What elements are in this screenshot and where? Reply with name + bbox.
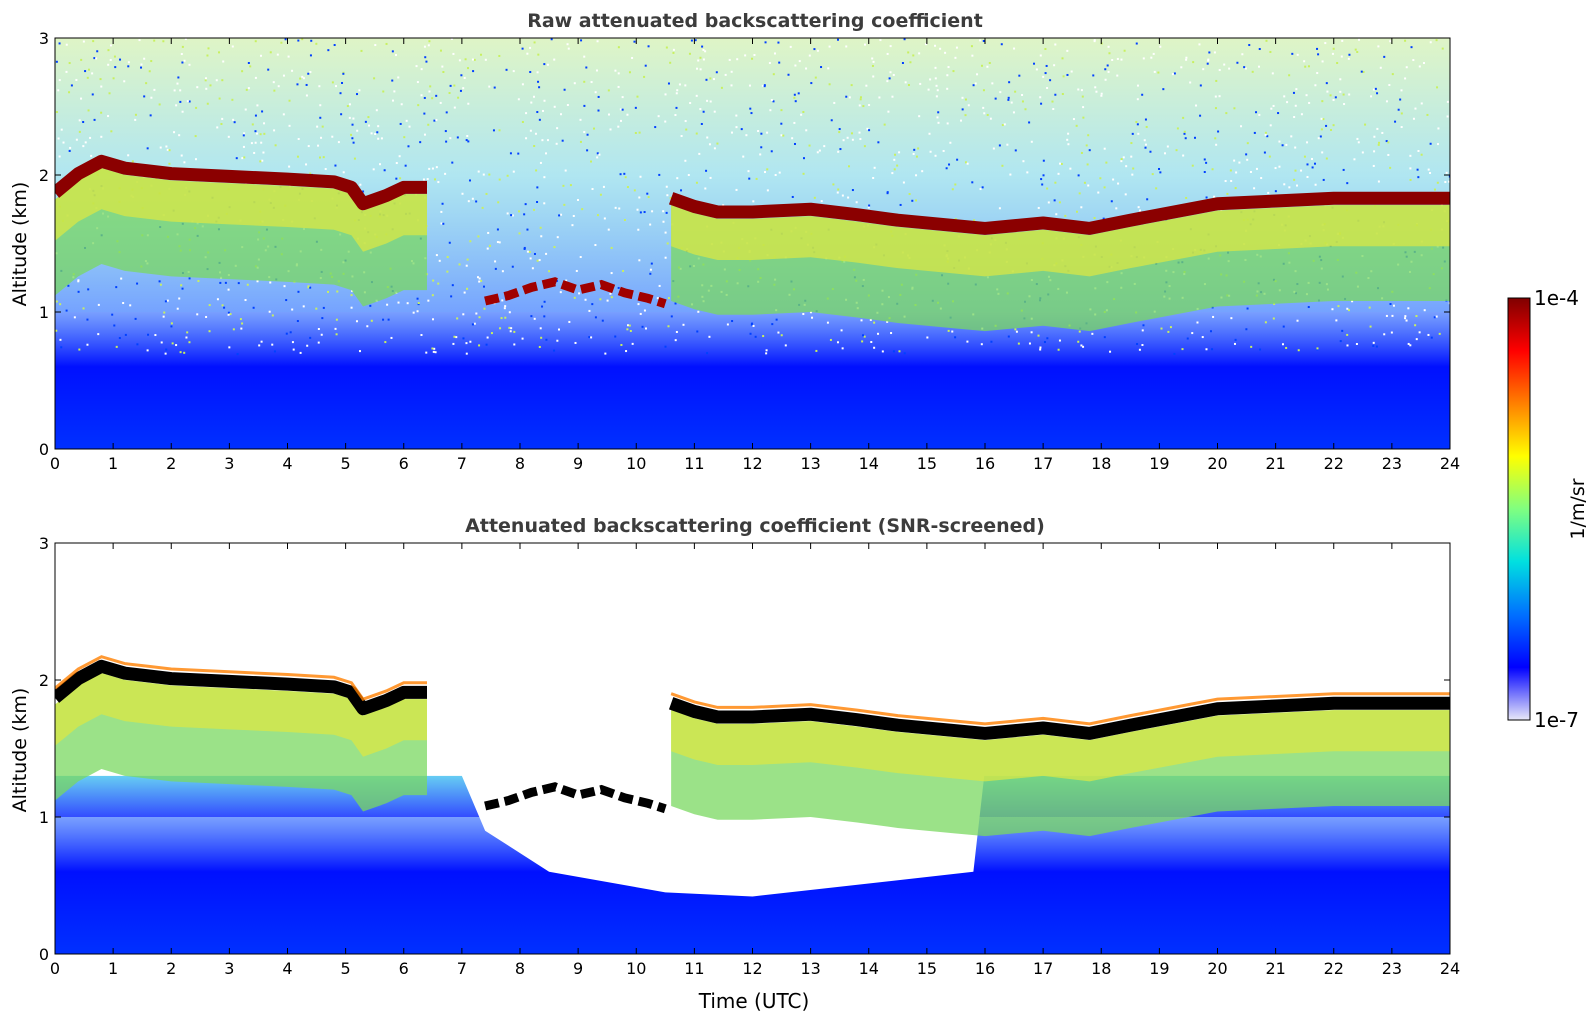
x-tick-label: 2 [166,454,176,473]
x-tick-label: 21 [1265,959,1285,978]
x-tick-label: 12 [742,959,762,978]
x-tick-label: 7 [457,959,467,978]
x-tick-label: 20 [1207,959,1227,978]
x-tick-label: 9 [573,959,583,978]
cloud-fringe [671,205,1450,277]
x-tick-label: 16 [975,454,995,473]
x-tick-label: 19 [1149,959,1169,978]
cloud-top-fringe [670,692,1450,726]
x-tick-label: 3 [224,959,234,978]
top-panel: Raw attenuated backscattering coefficien… [9,10,1460,473]
top-backscatter-field [55,38,1450,449]
colorbar: 1e-4 1e-7 1/m/sr [1507,286,1589,732]
y-tick-label: 2 [39,671,49,690]
x-tick-label: 10 [626,454,646,473]
x-tick-label: 17 [1033,959,1053,978]
cloud-fringe [671,710,1450,782]
bottom-backscatter-field [55,543,1450,954]
cloud-fringe [55,168,427,252]
x-tick-label: 17 [1033,454,1053,473]
top-y-axis-label: Altitude (km) [9,182,31,307]
bottom-panel: Attenuated backscattering coefficient (S… [9,515,1460,1013]
cloud-layer-2 [668,696,1450,740]
y-tick-label: 1 [39,808,49,827]
cloud-fringe [55,673,427,757]
x-tick-label: 13 [800,959,820,978]
x-tick-label: 1 [108,959,118,978]
y-tick-label: 3 [39,29,49,48]
x-tick-label: 0 [50,454,60,473]
x-tick-label: 13 [800,454,820,473]
x-tick-label: 18 [1091,959,1111,978]
x-tick-label: 6 [399,959,409,978]
bottom-y-axis-label: Altitude (km) [9,688,31,813]
y-tick-label: 1 [39,303,49,322]
x-tick-label: 9 [573,454,583,473]
x-tick-label: 24 [1440,454,1460,473]
x-tick-label: 15 [917,454,937,473]
colorbar-max-label: 1e-4 [1534,286,1579,310]
x-tick-label: 8 [515,454,525,473]
x-tick-label: 11 [684,959,704,978]
x-axis-label: Time (UTC) [698,989,810,1013]
x-tick-label: 1 [108,454,118,473]
x-tick-label: 4 [282,959,292,978]
bottom-panel-title: Attenuated backscattering coefficient (S… [465,515,1045,537]
colorbar-min-label: 1e-7 [1534,708,1579,732]
cloud-layer-1 [55,154,427,211]
cloud-layer-1 [55,659,427,716]
y-tick-label: 3 [39,534,49,553]
x-tick-label: 16 [975,959,995,978]
x-tick-label: 5 [341,959,351,978]
x-tick-label: 10 [626,959,646,978]
x-tick-label: 20 [1207,454,1227,473]
x-tick-label: 15 [917,959,937,978]
y-tick-label: 0 [39,945,49,964]
colorbar-unit-label: 1/m/sr [1567,478,1589,539]
x-tick-label: 6 [399,454,409,473]
cloud-layer-2 [668,191,1450,235]
x-tick-label: 19 [1149,454,1169,473]
x-tick-label: 22 [1324,959,1344,978]
low-cloud-fragments [484,277,667,309]
top-panel-title: Raw attenuated backscattering coefficien… [527,10,983,32]
x-tick-label: 2 [166,959,176,978]
x-tick-label: 7 [457,454,467,473]
x-tick-label: 21 [1265,454,1285,473]
x-tick-label: 12 [742,454,762,473]
x-tick-label: 14 [859,959,879,978]
bottom-plot-area: 0 1 2 3 4 5 6 7 8 9 10 11 12 13 14 15 16 17 18 19 20 21 22 23 24… [39,534,1460,978]
x-tick-label: 18 [1091,454,1111,473]
x-tick-label: 24 [1440,959,1460,978]
x-tick-label: 3 [224,454,234,473]
x-tick-label: 23 [1382,454,1402,473]
boundary-layer-region [55,312,1450,449]
colorbar-gradient [1507,297,1531,721]
cloud-top-fringe [55,655,427,701]
x-tick-label: 11 [684,454,704,473]
y-tick-label: 0 [39,440,49,459]
x-tick-label: 22 [1324,454,1344,473]
x-tick-label: 23 [1382,959,1402,978]
x-tick-label: 5 [341,454,351,473]
y-tick-label: 2 [39,166,49,185]
x-tick-label: 8 [515,959,525,978]
x-tick-label: 14 [859,454,879,473]
x-tick-label: 0 [50,959,60,978]
low-cloud-fragments [484,782,667,814]
x-tick-label: 4 [282,454,292,473]
top-plot-area: 0 1 2 3 4 5 6 7 8 9 10 11 12 13 14 15 16 17 18 19 20 21 22 23 24… [39,29,1460,473]
